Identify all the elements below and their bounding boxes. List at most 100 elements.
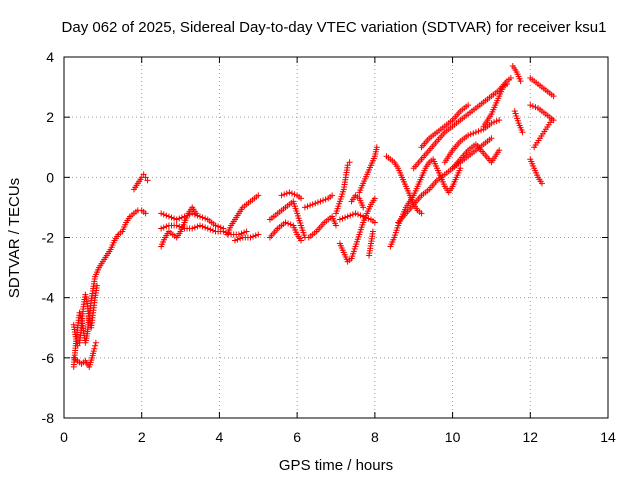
data-point — [467, 131, 474, 138]
chart-title: Day 062 of 2025, Sidereal Day-to-day VTE… — [62, 19, 607, 36]
data-point — [252, 232, 259, 239]
data-point — [74, 342, 81, 349]
data-point — [199, 223, 206, 230]
data-point — [312, 200, 319, 207]
data-point — [493, 118, 500, 125]
data-point — [144, 177, 151, 184]
data-point — [163, 223, 170, 230]
data-point — [365, 215, 372, 222]
x-tick-label: 0 — [60, 429, 68, 445]
data-point — [307, 202, 314, 209]
data-point — [231, 237, 238, 244]
data-point — [197, 222, 203, 229]
data-point — [475, 128, 482, 135]
data-point — [209, 227, 216, 234]
data-point — [189, 225, 196, 232]
data-point — [298, 195, 305, 202]
data-point — [283, 190, 290, 197]
data-point — [488, 135, 495, 142]
data-point — [193, 210, 200, 217]
data-point — [339, 215, 346, 222]
data-point — [529, 103, 536, 110]
data-point — [349, 211, 356, 218]
data-point — [507, 75, 514, 82]
data-point — [76, 309, 83, 316]
data-point — [347, 212, 354, 219]
data-point — [472, 129, 479, 136]
data-point — [278, 192, 285, 199]
data-point — [176, 215, 183, 222]
data-point — [92, 339, 99, 346]
data-point — [285, 220, 292, 227]
data-point — [496, 117, 503, 124]
data-point — [142, 174, 149, 181]
y-tick-labels: -8 -6 -4 -2 0 2 4 — [42, 49, 55, 426]
data-point — [342, 214, 349, 221]
data-point — [158, 210, 165, 217]
data-point — [532, 104, 539, 111]
data-point — [217, 224, 224, 231]
data-point — [344, 213, 351, 220]
data-point — [503, 81, 510, 88]
data-point — [301, 204, 308, 211]
x-tick-label: 14 — [600, 429, 616, 445]
data-point — [255, 231, 262, 238]
data-point — [163, 212, 170, 219]
data-point — [538, 180, 545, 187]
data-point — [202, 224, 209, 231]
data-point — [478, 127, 485, 134]
data-point — [344, 162, 351, 169]
data-point — [281, 191, 288, 198]
data-point — [160, 224, 167, 231]
data-point — [171, 215, 178, 222]
data-point — [140, 171, 147, 178]
data-point — [241, 229, 248, 236]
data-point — [212, 222, 219, 229]
data-point — [255, 192, 262, 199]
data-point — [142, 210, 149, 217]
data-point — [199, 214, 206, 221]
data-point — [371, 219, 378, 226]
data-point — [191, 224, 198, 231]
data-point — [202, 215, 209, 222]
data-point — [320, 197, 327, 204]
y-axis-title: SDTVAR / TECUs — [6, 178, 23, 298]
data-point — [346, 159, 353, 166]
x-tick-label: 2 — [138, 429, 146, 445]
data-point — [234, 236, 241, 243]
y-tick-label: -4 — [42, 290, 55, 306]
data-point — [369, 228, 376, 235]
data-point — [168, 214, 175, 221]
data-point — [173, 216, 180, 223]
data-point — [235, 231, 242, 238]
data-point — [91, 345, 98, 352]
data-point — [304, 203, 311, 210]
data-point — [160, 211, 167, 218]
y-tick-label: 0 — [46, 169, 54, 185]
data-point — [291, 191, 298, 198]
data-point — [317, 198, 324, 205]
data-point — [220, 225, 227, 232]
data-point — [371, 195, 378, 202]
data-point — [94, 282, 101, 289]
data-point — [215, 223, 222, 230]
data-point — [286, 189, 293, 196]
data-point — [250, 233, 257, 240]
data-point — [237, 235, 244, 242]
x-tick-labels: 0 2 4 6 8 10 12 14 — [60, 429, 616, 445]
data-point — [282, 219, 289, 226]
data-point — [527, 102, 534, 109]
y-tick-label: 2 — [46, 109, 54, 125]
data-point — [165, 213, 172, 220]
x-tick-label: 8 — [371, 429, 379, 445]
data-point — [457, 165, 464, 172]
x-tick-label: 10 — [445, 429, 461, 445]
data-point — [352, 210, 359, 217]
y-tick-label: -2 — [42, 230, 55, 246]
data-point — [207, 226, 214, 233]
data-point — [309, 201, 316, 208]
data-point — [360, 204, 367, 211]
data-point — [322, 196, 329, 203]
data-point — [355, 211, 362, 218]
